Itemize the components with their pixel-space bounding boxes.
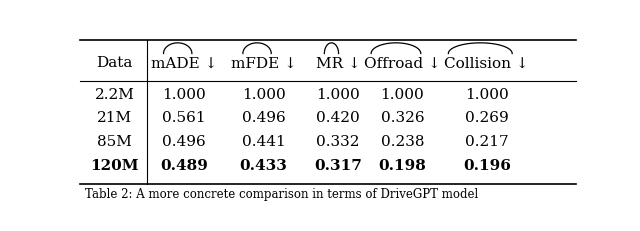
Text: 0.269: 0.269 [465, 111, 509, 125]
Text: 1.000: 1.000 [316, 88, 360, 102]
Text: 0.420: 0.420 [316, 111, 360, 125]
Text: 0.196: 0.196 [463, 159, 511, 173]
Text: 0.496: 0.496 [242, 111, 285, 125]
Text: 0.238: 0.238 [381, 134, 424, 149]
Text: 2.2M: 2.2M [95, 88, 134, 102]
Text: 1.000: 1.000 [163, 88, 206, 102]
Text: mADE ↓: mADE ↓ [151, 56, 218, 70]
Text: 0.561: 0.561 [163, 111, 206, 125]
Text: Offroad ↓: Offroad ↓ [364, 56, 441, 70]
Text: 0.198: 0.198 [378, 159, 426, 173]
Text: 0.489: 0.489 [160, 159, 208, 173]
Text: 0.326: 0.326 [381, 111, 424, 125]
Text: 0.332: 0.332 [316, 134, 360, 149]
Text: 0.217: 0.217 [465, 134, 509, 149]
Text: mFDE ↓: mFDE ↓ [230, 56, 296, 70]
Text: Collision ↓: Collision ↓ [444, 56, 529, 70]
Text: Data: Data [97, 56, 133, 70]
Text: 120M: 120M [90, 159, 139, 173]
Text: Table 2: A more concrete comparison in terms of DriveGPT model: Table 2: A more concrete comparison in t… [85, 188, 478, 201]
Text: 1.000: 1.000 [381, 88, 424, 102]
Text: 0.441: 0.441 [242, 134, 285, 149]
Text: 0.317: 0.317 [314, 159, 362, 173]
Text: 1.000: 1.000 [242, 88, 285, 102]
Text: MR ↓: MR ↓ [316, 56, 360, 70]
Text: 0.496: 0.496 [163, 134, 206, 149]
Text: 0.433: 0.433 [239, 159, 287, 173]
Text: 85M: 85M [97, 134, 132, 149]
Text: 1.000: 1.000 [465, 88, 509, 102]
Text: 21M: 21M [97, 111, 132, 125]
